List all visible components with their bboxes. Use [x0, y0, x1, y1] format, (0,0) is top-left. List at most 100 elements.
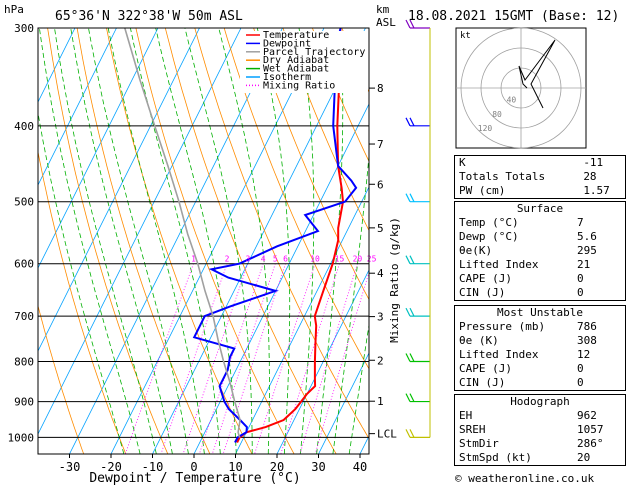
- plot-frame: [37, 27, 370, 455]
- most-unstable-row: CIN (J) 0: [455, 376, 625, 390]
- wind-barb-flag: [409, 307, 415, 317]
- x-tick-label: 0: [190, 460, 197, 474]
- dry-adiabat-line: [194, 28, 369, 440]
- surface-row: θe(K) 295: [455, 244, 625, 258]
- surface-box: Surface Temp (°C) 7 Dewp (°C) 5.6 θe(K) 295 Li…: [454, 201, 626, 301]
- hodograph-unit-label: kt: [460, 31, 471, 41]
- wind-barb-flag: [409, 193, 415, 202]
- mixing-ratio-line: [124, 263, 194, 454]
- location-title: 65°36'N 322°38'W 50m ASL: [55, 9, 243, 24]
- copyright: © weatheronline.co.uk: [455, 472, 594, 485]
- isotherm-line: [0, 28, 34, 454]
- wet-adiabat-line: [316, 28, 344, 454]
- mixing-ratio-label: 4: [261, 255, 266, 264]
- mixing-ratio-line: [199, 263, 264, 454]
- wet-adiabat-line: [88, 28, 189, 454]
- surface-value: 0: [577, 272, 584, 285]
- mixing-ratio-label: 25: [367, 255, 377, 264]
- hodograph-label: StmSpd (kt): [459, 451, 532, 464]
- legend-label: Isotherm: [263, 72, 311, 83]
- km-tick-label: 1: [377, 395, 384, 408]
- hodograph-value: 20: [577, 451, 591, 464]
- mixing-ratio-lines: [124, 263, 369, 454]
- mixing-ratio-line: [160, 263, 228, 454]
- surface-row: CIN (J) 0: [455, 286, 625, 300]
- tt-label: Totals Totals: [459, 170, 546, 183]
- surface-value: 5.6: [577, 230, 597, 243]
- wind-barb-flag: [405, 19, 411, 29]
- surface-label: Lifted Index: [459, 258, 539, 271]
- most-unstable-row: Pressure (mb) 786: [455, 320, 625, 334]
- wet-adiabat-line: [298, 28, 315, 454]
- x-tick-label: -20: [100, 460, 122, 474]
- wet-adiabat-line: [218, 28, 270, 454]
- pressure-tick-label: 700: [14, 310, 34, 323]
- mixing-ratio-label: 10: [310, 255, 320, 264]
- surface-label: Temp (°C): [459, 216, 519, 229]
- hodograph-label: EH: [459, 409, 473, 422]
- mixing-ratio-label: 6: [283, 255, 288, 264]
- most-unstable-value: 0: [577, 376, 584, 389]
- most-unstable-value: 12: [577, 348, 591, 361]
- most-unstable-value: 0: [577, 362, 584, 375]
- dry-adiabat-line: [38, 149, 127, 454]
- legend-label: Temperature: [263, 30, 329, 41]
- isotherm-line: [38, 28, 117, 186]
- surface-row: CAPE (J) 0: [455, 272, 625, 286]
- hodograph-value: 962: [577, 409, 597, 422]
- wet-adiabat-line: [38, 110, 125, 454]
- mixing-ratio-label: 15: [335, 255, 345, 264]
- isotherm-line: [276, 269, 369, 454]
- x-axis-ticks: -30 -20 -10 0 10 20 30 40: [59, 454, 367, 474]
- mixing-ratio-label: 3: [245, 255, 250, 264]
- hpa-label: hPa: [4, 3, 24, 16]
- wind-barb-flag: [409, 19, 415, 29]
- wind-barb-flag: [409, 353, 415, 362]
- surface-title: Surface: [516, 202, 564, 215]
- hodograph-row: StmDir 286°: [455, 437, 625, 451]
- dry-adiabat-line: [312, 28, 369, 163]
- isotherm-line: [38, 28, 242, 435]
- most-unstable-box: Most Unstable Pressure (mb) 786 θe (K) 308 L…: [454, 305, 626, 391]
- mixing-ratio-line: [211, 263, 276, 454]
- mixing-ratio-label: 20: [353, 255, 363, 264]
- most-unstable-label: CAPE (J): [459, 362, 512, 375]
- wet-adiabat-line: [39, 28, 141, 454]
- wind-barb-flag: [409, 255, 415, 264]
- hodograph-label: StmDir: [459, 437, 499, 450]
- wind-barb-flag: [409, 393, 415, 402]
- wet-adiabat-line: [54, 28, 157, 454]
- wind-barb-flag: [409, 117, 415, 127]
- surface-row: Dewp (°C) 5.6: [455, 230, 625, 244]
- hodograph-box: Hodograph EH 962 SREH 1057 StmDir 286° StmSpd …: [454, 394, 626, 466]
- y-axis-ticks: 300 400 500 600 700 800 900 1000: [8, 22, 35, 444]
- series-line-parcel-trajectory: [124, 28, 241, 438]
- surface-rows: Temp (°C) 7 Dewp (°C) 5.6 θe(K) 295 Lifted Ind…: [455, 216, 625, 300]
- wet-adiabat-line: [130, 28, 221, 454]
- pw-label: PW (cm): [459, 184, 506, 197]
- wind-barb-flag: [409, 429, 415, 438]
- wind-barb-flag: [405, 193, 411, 202]
- most-unstable-row: CAPE (J) 0: [455, 362, 625, 376]
- most-unstable-rows: Pressure (mb) 786 θe (K) 308 Lifted Index 12 C…: [455, 320, 625, 390]
- profile-traces: [124, 28, 358, 443]
- isotherm-line: [110, 28, 325, 454]
- tt-value: 28: [583, 170, 597, 183]
- wet-adiabat-line: [348, 322, 369, 454]
- isotherm-line: [235, 186, 369, 454]
- legend-label: Dewpoint: [263, 38, 311, 49]
- most-unstable-label: CIN (J): [459, 376, 506, 389]
- indices-table: K -11 Totals Totals 28 PW (cm) 1.57: [454, 155, 626, 199]
- surface-value: 0: [577, 286, 584, 299]
- pressure-tick-label: 400: [14, 120, 34, 133]
- surface-row: Lifted Index 21: [455, 258, 625, 272]
- surface-row: Temp (°C) 7: [455, 216, 625, 230]
- hodograph-ring-label: 120: [478, 124, 493, 133]
- km-tick-label: 2: [377, 354, 384, 367]
- km-tick-label: 4: [377, 267, 384, 280]
- dry-adiabat-line: [76, 28, 211, 454]
- most-unstable-title: Most Unstable: [496, 306, 584, 319]
- wet-adiabat-line: [256, 28, 291, 454]
